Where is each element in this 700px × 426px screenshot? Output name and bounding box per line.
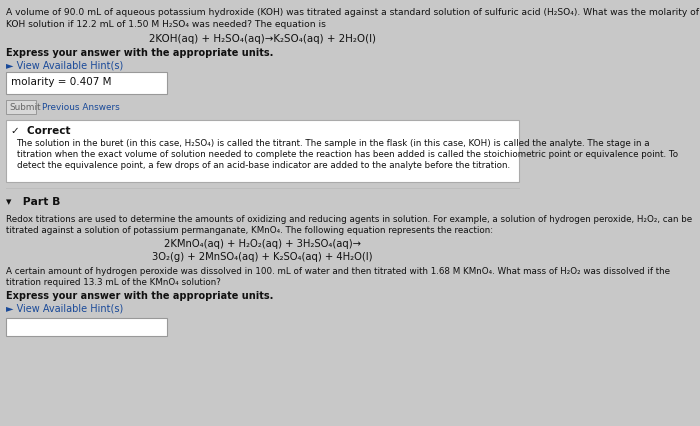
Text: 2KMnO₄(aq) + H₂O₂(aq) + 3H₂SO₄(aq)→: 2KMnO₄(aq) + H₂O₂(aq) + 3H₂SO₄(aq)→ <box>164 239 361 248</box>
FancyBboxPatch shape <box>6 101 36 115</box>
Text: ► View Available Hint(s): ► View Available Hint(s) <box>6 303 123 313</box>
Text: titration required 13.3 mL of the KMnO₄ solution?: titration required 13.3 mL of the KMnO₄ … <box>6 277 221 286</box>
Text: titration when the exact volume of solution needed to complete the reaction has : titration when the exact volume of solut… <box>17 150 678 158</box>
Text: titrated against a solution of potassium permanganate, KMnO₄. The following equa: titrated against a solution of potassium… <box>6 225 493 234</box>
Text: ✓  Correct: ✓ Correct <box>10 126 70 136</box>
Text: ► View Available Hint(s): ► View Available Hint(s) <box>6 61 123 71</box>
Text: Express your answer with the appropriate units.: Express your answer with the appropriate… <box>6 290 274 300</box>
Text: detect the equivalence point, a few drops of an acid-base indicator are added to: detect the equivalence point, a few drop… <box>17 161 510 170</box>
FancyBboxPatch shape <box>6 318 167 336</box>
Text: The solution in the buret (in this case, H₂SO₄) is called the titrant. The sampl: The solution in the buret (in this case,… <box>17 139 650 148</box>
Text: 3O₂(g) + 2MnSO₄(aq) + K₂SO₄(aq) + 4H₂O(l): 3O₂(g) + 2MnSO₄(aq) + K₂SO₄(aq) + 4H₂O(l… <box>153 251 373 262</box>
FancyBboxPatch shape <box>6 73 167 95</box>
Text: A volume of 90.0 mL of aqueous potassium hydroxide (KOH) was titrated against a : A volume of 90.0 mL of aqueous potassium… <box>6 8 700 17</box>
Text: Express your answer with the appropriate units.: Express your answer with the appropriate… <box>6 48 274 58</box>
Text: Submit: Submit <box>9 103 41 112</box>
Text: 2KOH(aq) + H₂SO₄(aq)→K₂SO₄(aq) + 2H₂O(l): 2KOH(aq) + H₂SO₄(aq)→K₂SO₄(aq) + 2H₂O(l) <box>149 34 376 44</box>
Text: molarity = 0.407 M: molarity = 0.407 M <box>10 77 111 87</box>
FancyBboxPatch shape <box>6 121 519 183</box>
Text: ▾   Part B: ▾ Part B <box>6 196 60 207</box>
Text: Previous Answers: Previous Answers <box>42 103 120 112</box>
Text: A certain amount of hydrogen peroxide was dissolved in 100. mL of water and then: A certain amount of hydrogen peroxide wa… <box>6 266 670 275</box>
Text: Redox titrations are used to determine the amounts of oxidizing and reducing age: Redox titrations are used to determine t… <box>6 215 692 224</box>
Text: KOH solution if 12.2 mL of 1.50 M H₂SO₄ was needed? The equation is: KOH solution if 12.2 mL of 1.50 M H₂SO₄ … <box>6 20 326 29</box>
